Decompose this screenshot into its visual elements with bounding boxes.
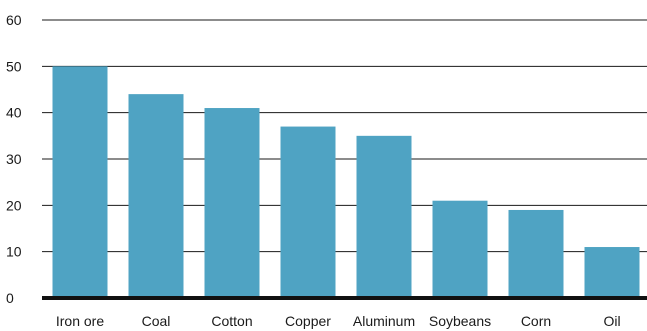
bars [52,66,640,299]
y-tick-label: 40 [6,105,22,121]
bar [128,94,184,298]
x-category-label: Oil [603,313,620,329]
x-category-label: Corn [521,313,551,329]
bar [432,200,488,298]
x-category-label: Soybeans [429,313,491,329]
bar [356,135,412,298]
y-tick-label: 30 [6,151,22,167]
bar [204,108,260,299]
y-tick-label: 10 [6,244,22,260]
bar [52,66,108,298]
bar [508,209,564,298]
x-category-label: Coal [142,313,171,329]
y-tick-label: 20 [6,197,22,213]
x-category-label: Aluminum [353,313,415,329]
y-tick-label: 0 [6,290,14,306]
x-axis-labels: Iron ore Coal Cotton Copper Aluminum Soybeans… [56,313,621,329]
y-tick-label: 60 [6,12,22,28]
x-category-label: Cotton [211,313,252,329]
y-tick-label: 50 [6,58,22,74]
y-axis-ticks: 0 10 20 30 40 50 60 [6,12,22,306]
x-category-label: Copper [285,313,331,329]
x-category-label: Iron ore [56,313,104,329]
bar [280,126,336,298]
bar [584,247,640,298]
